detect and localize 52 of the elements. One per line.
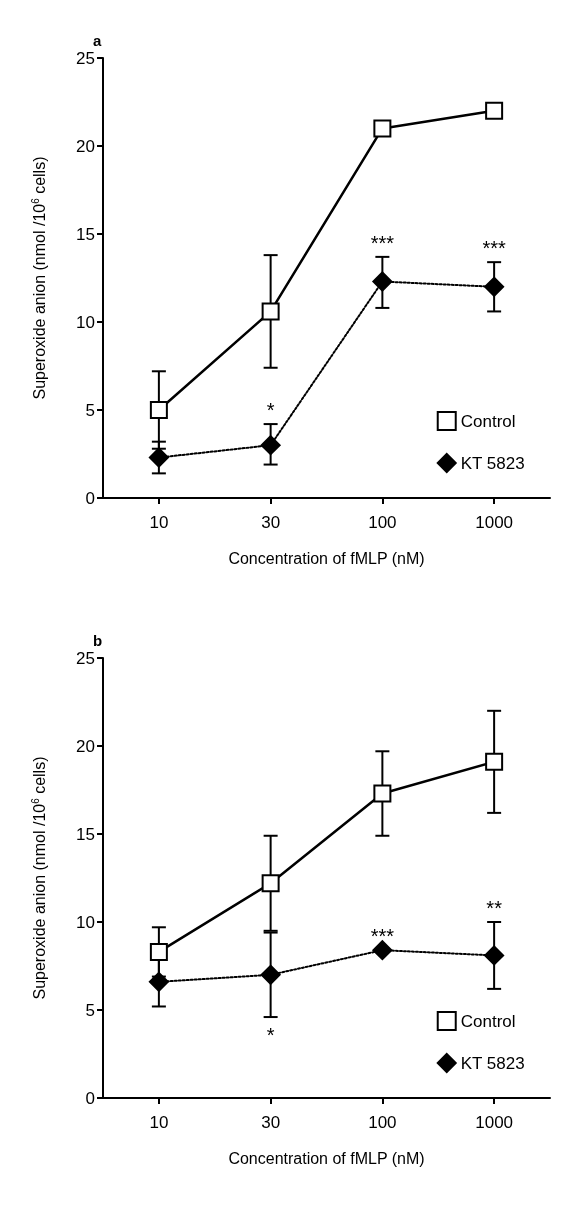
- y-tick-label: 20: [76, 136, 95, 156]
- legend-label: KT 5823: [460, 1053, 525, 1073]
- point: [261, 302, 280, 321]
- point: [148, 971, 169, 992]
- point: [372, 940, 393, 961]
- y-tick-label: 15: [76, 224, 95, 244]
- x-tick-label: 1000: [475, 513, 514, 532]
- annotation: *: [266, 1024, 275, 1047]
- point: [373, 119, 392, 138]
- y-axis-title: Superoxide anion (nmol /106 cells): [29, 156, 48, 400]
- x-tick-label: 100: [368, 513, 397, 532]
- x-tick-label: 10: [149, 1113, 169, 1132]
- y-tick-label: 25: [76, 648, 95, 668]
- point: [260, 964, 281, 985]
- x-tick-label: 30: [261, 1113, 281, 1132]
- x-axis-title: Concentration of fMLP (nM): [228, 549, 425, 567]
- annotation: ***: [370, 231, 395, 254]
- point: [149, 942, 168, 961]
- point: [485, 101, 504, 120]
- y-tick-label: 0: [85, 488, 95, 508]
- y-tick-label: 10: [76, 912, 95, 932]
- point: [149, 401, 168, 419]
- legend-label: Control: [460, 411, 516, 431]
- x-axis-title: Concentration of fMLP (nM): [228, 1149, 425, 1167]
- point: [373, 784, 392, 803]
- x-tick-label: 1000: [475, 1113, 514, 1132]
- legend-label: KT 5823: [460, 453, 525, 473]
- point: [484, 945, 505, 966]
- annotation: *: [266, 399, 275, 422]
- annotation: ***: [482, 237, 507, 260]
- y-tick-label: 10: [76, 312, 95, 332]
- y-tick-label: 20: [76, 736, 95, 756]
- y-tick-label: 25: [76, 48, 95, 68]
- x-tick-label: 100: [368, 1113, 397, 1132]
- chart-title: a: [93, 32, 102, 49]
- x-tick-label: 30: [261, 513, 281, 532]
- point: [260, 435, 281, 456]
- annotation: ***: [370, 925, 395, 948]
- point: [485, 752, 504, 771]
- point: [372, 271, 393, 292]
- y-tick-label: 15: [76, 824, 95, 844]
- y-tick-label: 0: [85, 1088, 95, 1108]
- chart-title: b: [93, 632, 103, 649]
- y-axis-title: Superoxide anion (nmol /106 cells): [29, 756, 48, 1000]
- point: [148, 447, 169, 468]
- y-tick-label: 5: [85, 400, 95, 420]
- point: [261, 874, 280, 893]
- y-tick-label: 5: [85, 1000, 95, 1020]
- x-tick-label: 10: [149, 513, 169, 532]
- point: [484, 276, 505, 297]
- legend-label: Control: [460, 1011, 516, 1031]
- annotation: **: [486, 897, 503, 919]
